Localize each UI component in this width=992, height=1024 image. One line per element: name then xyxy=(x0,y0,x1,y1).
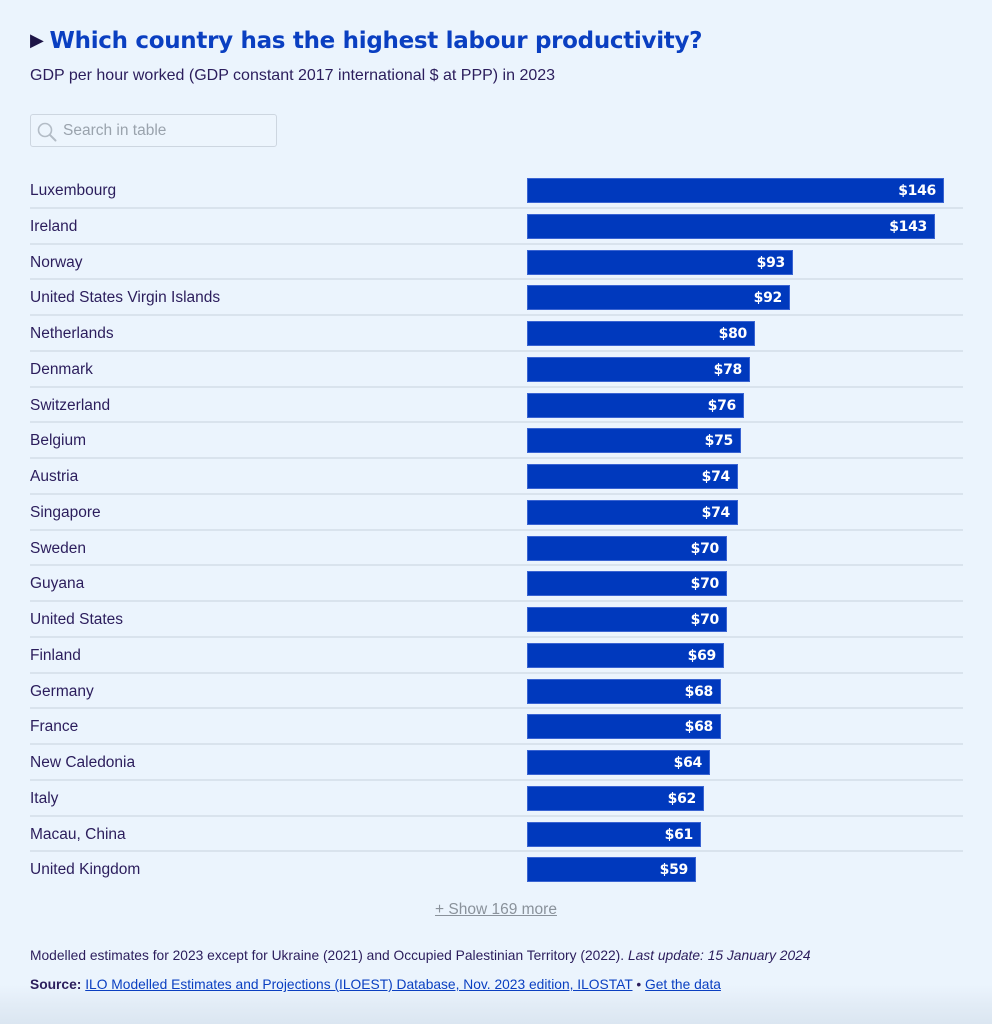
footer-source: Source: ILO Modelled Estimates and Proje… xyxy=(30,977,721,992)
table-row: Guyana $70 xyxy=(30,566,963,602)
table-row: United States $70 xyxy=(30,602,963,638)
bar: $76 xyxy=(527,392,744,418)
bar: $143 xyxy=(527,213,935,239)
bar-value-label: $93 xyxy=(756,254,786,271)
table-row: Italy $62 xyxy=(30,781,963,817)
bar-value-label: $78 xyxy=(713,361,743,378)
bar: $74 xyxy=(527,464,738,489)
country-label: Macau, China xyxy=(30,825,126,843)
table-row: Macau, China $61 xyxy=(30,817,963,853)
bar-value-label: $70 xyxy=(690,576,720,593)
bar-value-label: $70 xyxy=(690,612,720,628)
search-input[interactable] xyxy=(63,120,268,142)
bar: $70 xyxy=(527,535,727,561)
country-label: Norway xyxy=(30,253,83,271)
bar-value-label: $74 xyxy=(701,469,731,485)
table-row: Austria $74 xyxy=(30,459,963,495)
bar: $68 xyxy=(527,714,721,740)
country-label: Italy xyxy=(30,789,59,807)
source-separator: • xyxy=(636,977,642,992)
bar-value-label: $61 xyxy=(664,826,694,843)
country-label: United Kingdom xyxy=(30,861,141,879)
bar: $70 xyxy=(527,571,727,597)
page-subtitle: GDP per hour worked (GDP constant 2017 i… xyxy=(30,67,556,84)
table-row: Singapore $74 xyxy=(30,495,963,531)
search-box[interactable] xyxy=(30,114,277,147)
table-row: Belgium $75 xyxy=(30,423,963,459)
bar: $80 xyxy=(527,321,755,346)
table-row: Germany $68 xyxy=(30,674,963,710)
country-label: Luxembourg xyxy=(30,182,117,199)
note-text: Modelled estimates for 2023 except for U… xyxy=(30,948,625,963)
bar: $146 xyxy=(527,178,944,203)
bar: $92 xyxy=(527,285,790,311)
country-label: United States Virgin Islands xyxy=(30,289,221,307)
country-label: Guyana xyxy=(30,575,85,593)
bar: $62 xyxy=(527,785,704,811)
show-more-container: + Show 169 more xyxy=(0,901,992,919)
table-row: United Kingdom $59 xyxy=(30,852,963,888)
country-label: Germany xyxy=(30,682,94,700)
bar-value-label: $59 xyxy=(659,862,689,879)
table-row: Sweden $70 xyxy=(30,531,963,567)
table-row: Luxembourg $146 xyxy=(30,173,963,209)
bar: $69 xyxy=(527,642,724,668)
bar-value-label: $62 xyxy=(667,790,697,807)
bar: $59 xyxy=(527,857,696,883)
country-label: Austria xyxy=(30,468,79,485)
bar-value-label: $76 xyxy=(707,397,737,414)
bar: $61 xyxy=(527,821,701,847)
page-title-text: Which country has the highest labour pro… xyxy=(49,28,703,54)
bar-value-label: $64 xyxy=(673,755,703,771)
table-row: Switzerland $76 xyxy=(30,388,963,424)
country-label: Sweden xyxy=(30,539,87,557)
bar-value-label: $143 xyxy=(889,218,927,235)
table-row: New Caledonia $64 xyxy=(30,745,963,781)
bar-value-label: $74 xyxy=(701,504,731,521)
bar-value-label: $146 xyxy=(898,183,936,199)
country-label: New Caledonia xyxy=(30,754,136,771)
footer-note: Modelled estimates for 2023 except for U… xyxy=(30,948,811,963)
page-title: ▶ Which country has the highest labour pr… xyxy=(30,28,703,54)
bar-value-label: $92 xyxy=(753,290,783,307)
table-row: Norway $93 xyxy=(30,245,963,281)
country-label: France xyxy=(30,718,79,736)
search-icon xyxy=(37,122,57,142)
country-label: Ireland xyxy=(30,217,78,235)
bar-value-label: $68 xyxy=(684,719,714,736)
bar: $74 xyxy=(527,499,738,525)
country-label: United States xyxy=(30,611,124,628)
table-row: Ireland $143 xyxy=(30,209,963,245)
last-update: Last update: 15 January 2024 xyxy=(627,948,811,963)
bar-value-label: $75 xyxy=(704,433,734,450)
country-label: Denmark xyxy=(30,360,93,378)
table-row: Finland $69 xyxy=(30,638,963,674)
country-label: Singapore xyxy=(30,503,101,521)
bar-value-label: $70 xyxy=(690,540,720,557)
bar-value-label: $69 xyxy=(687,647,717,664)
bar: $93 xyxy=(527,249,793,275)
bar: $78 xyxy=(527,356,750,382)
table-row: France $68 xyxy=(30,709,963,745)
country-label: Switzerland xyxy=(30,396,111,414)
bar: $64 xyxy=(527,750,710,775)
table-row: Netherlands $80 xyxy=(30,316,963,352)
country-label: Netherlands xyxy=(30,325,114,342)
bar: $68 xyxy=(527,678,721,704)
table-row: Denmark $78 xyxy=(30,352,963,388)
bar-table: Luxembourg $146 Ireland $143 Norway $93 United… xyxy=(30,173,963,888)
country-label: Belgium xyxy=(30,432,86,450)
show-more-button[interactable]: + Show 169 more xyxy=(435,901,557,918)
table-row: United States Virgin Islands $92 xyxy=(30,280,963,316)
bar: $70 xyxy=(527,607,727,632)
triangle-right-icon: ▶ xyxy=(30,30,44,51)
country-label: Finland xyxy=(30,646,81,664)
get-data-link[interactable]: Get the data xyxy=(645,977,721,992)
bar-value-label: $68 xyxy=(684,683,714,700)
bar-value-label: $80 xyxy=(718,326,748,342)
source-label: Source: xyxy=(30,977,82,992)
source-link[interactable]: ILO Modelled Estimates and Projections (… xyxy=(85,977,633,992)
bar: $75 xyxy=(527,428,741,454)
